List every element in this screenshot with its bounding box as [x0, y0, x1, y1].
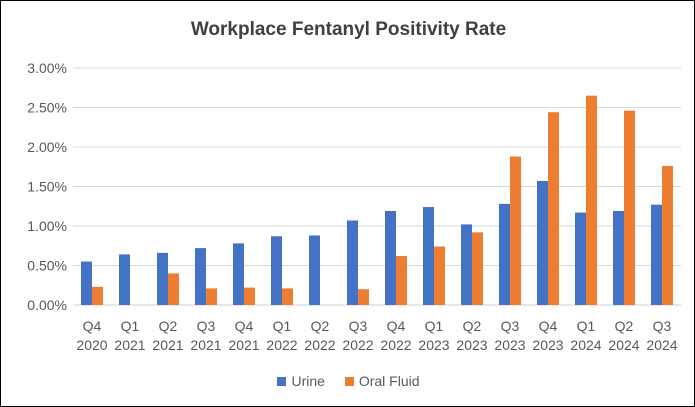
bar-urine-13 — [575, 212, 586, 305]
bar-urine-1 — [119, 254, 130, 305]
bar-urine-7 — [347, 220, 358, 305]
bar-oral-fluid-10 — [472, 232, 483, 305]
bar-urine-2 — [157, 252, 168, 305]
bar-oral-fluid-14 — [624, 110, 635, 305]
x-tick-quarter: Q1 — [577, 318, 596, 334]
x-tick-year: 2023 — [532, 337, 563, 353]
x-tick-year: 2024 — [570, 337, 601, 353]
chart-title: Workplace Fentanyl Positivity Rate — [190, 19, 507, 40]
x-tick-year: 2021 — [152, 337, 183, 353]
y-tick-label: 1.00% — [27, 218, 67, 234]
bar-urine-4 — [233, 243, 244, 305]
legend-label-urine: Urine — [291, 373, 325, 389]
x-tick-quarter: Q4 — [387, 318, 406, 334]
x-tick-year: 2020 — [76, 337, 107, 353]
y-tick-label: 2.50% — [27, 100, 67, 116]
bar-oral-fluid-2 — [168, 273, 179, 305]
x-tick-year: 2022 — [304, 337, 335, 353]
x-tick-quarter: Q3 — [501, 318, 520, 334]
x-tick-quarter: Q3 — [349, 318, 368, 334]
bar-urine-14 — [613, 210, 624, 305]
x-tick-year: 2021 — [190, 337, 221, 353]
x-tick-quarter: Q2 — [463, 318, 482, 334]
legend-label-oral-fluid: Oral Fluid — [358, 373, 420, 389]
x-tick-year: 2023 — [494, 337, 525, 353]
y-tick-label: 2.00% — [27, 139, 67, 155]
bar-oral-fluid-13 — [586, 95, 597, 306]
bar-oral-fluid-0 — [92, 286, 103, 305]
bar-urine-6 — [309, 235, 320, 305]
bar-oral-fluid-7 — [358, 289, 369, 305]
x-tick-quarter: Q4 — [235, 318, 254, 334]
x-tick-year: 2022 — [266, 337, 297, 353]
x-tick-quarter: Q2 — [311, 318, 330, 334]
legend: Urine Oral Fluid — [1, 373, 695, 389]
bar-urine-15 — [651, 204, 662, 305]
legend-item-urine: Urine — [277, 373, 325, 389]
legend-item-oral-fluid: Oral Fluid — [344, 373, 420, 389]
y-tick-label: 0.00% — [27, 297, 67, 313]
x-tick-quarter: Q3 — [653, 318, 672, 334]
x-tick-year: 2021 — [114, 337, 145, 353]
bar-urine-9 — [423, 207, 434, 305]
x-tick-year: 2024 — [608, 337, 639, 353]
bar-urine-3 — [195, 248, 206, 305]
bar-oral-fluid-5 — [282, 288, 293, 305]
bar-urine-12 — [537, 180, 548, 305]
x-tick-quarter: Q4 — [539, 318, 558, 334]
bar-urine-0 — [81, 261, 92, 305]
x-tick-quarter: Q4 — [83, 318, 102, 334]
y-tick-label: 3.00% — [27, 60, 67, 76]
x-tick-quarter: Q2 — [159, 318, 178, 334]
bar-oral-fluid-3 — [206, 288, 217, 305]
bar-oral-fluid-15 — [662, 165, 673, 305]
x-tick-year: 2023 — [418, 337, 449, 353]
x-tick-quarter: Q1 — [273, 318, 292, 334]
x-tick-year: 2022 — [380, 337, 411, 353]
bar-urine-5 — [271, 236, 282, 305]
x-tick-quarter: Q1 — [425, 318, 444, 334]
x-tick-year: 2021 — [228, 337, 259, 353]
x-tick-quarter: Q3 — [197, 318, 216, 334]
x-tick-year: 2023 — [456, 337, 487, 353]
legend-swatch-urine — [277, 377, 287, 386]
x-tick-quarter: Q1 — [121, 318, 140, 334]
bar-oral-fluid-4 — [244, 287, 255, 305]
bar-oral-fluid-12 — [548, 112, 559, 306]
bar-urine-8 — [385, 210, 396, 305]
bar-oral-fluid-9 — [434, 246, 445, 305]
bar-oral-fluid-11 — [510, 156, 521, 305]
x-tick-quarter: Q2 — [615, 318, 634, 334]
x-tick-year: 2022 — [342, 337, 373, 353]
y-tick-label: 0.50% — [27, 258, 67, 274]
y-tick-label: 1.50% — [27, 179, 67, 195]
bar-oral-fluid-8 — [396, 256, 407, 305]
bar-urine-10 — [461, 224, 472, 305]
x-tick-year: 2024 — [646, 337, 677, 353]
bar-urine-11 — [499, 203, 510, 305]
legend-swatch-oral-fluid — [344, 377, 354, 386]
